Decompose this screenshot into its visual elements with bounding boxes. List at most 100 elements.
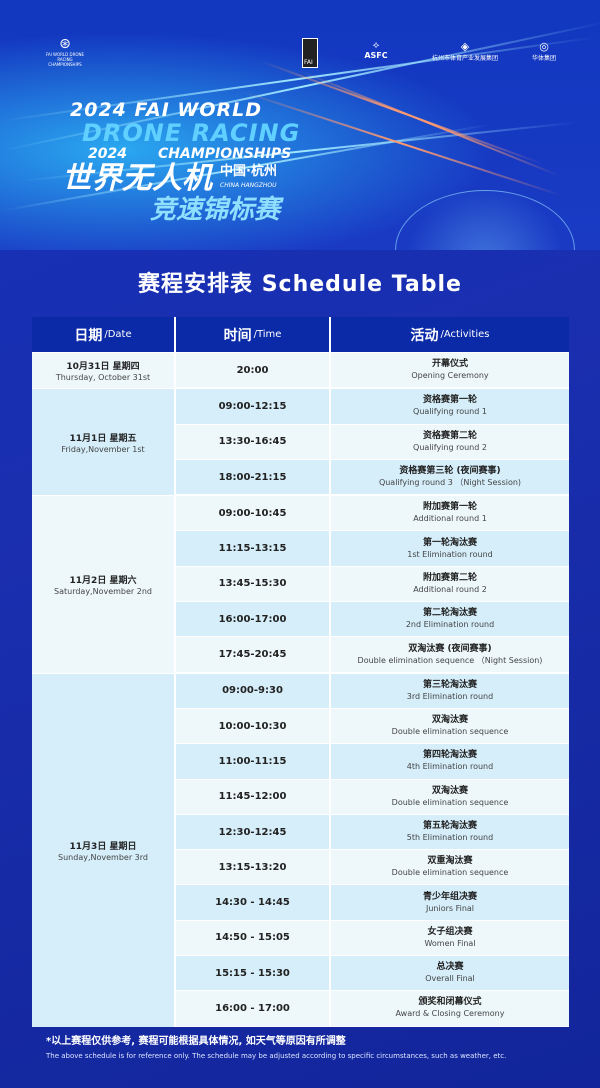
table-row: 11:45-12:00 双淘汰赛 Double elimination sequen… — [176, 779, 569, 815]
activity-cell: 双淘汰赛 Double elimination sequence — [331, 708, 569, 744]
activity-en: Award & Closing Ceremony — [395, 1009, 505, 1019]
date-cell: 11月1日 星期五 Friday,November 1st — [32, 389, 176, 496]
date-cell: 11月2日 星期六 Saturday,November 2nd — [32, 496, 176, 673]
rows: 09:00-10:45 附加赛第一轮 Additional round 1 11:15… — [176, 496, 569, 673]
time-cell: 17:45-20:45 — [176, 637, 331, 672]
table-row: 10:00-10:30 双淘汰赛 Double elimination sequen… — [176, 708, 569, 745]
date-en: Friday,November 1st — [61, 444, 145, 454]
date-en: Saturday,November 2nd — [54, 586, 152, 596]
activity-en: 4th Elimination round — [406, 762, 494, 772]
activity-cell: 青少年组决赛 Juniors Final — [331, 885, 569, 920]
activity-zh: 开幕仪式 — [431, 359, 468, 370]
time-cell: 14:30 - 14:45 — [176, 885, 331, 920]
time-cell: 16:00 - 17:00 — [176, 991, 331, 1026]
activity-cell: 第五轮淘汰赛 5th Elimination round — [331, 814, 569, 850]
table-row: 09:00-12:15 资格赛第一轮 Qualifying round 1 — [176, 389, 569, 425]
table-row: 20:00 开幕仪式 Opening Ceremony — [176, 353, 569, 389]
activity-zh: 第三轮淘汰赛 — [422, 679, 477, 690]
activity-cell: 颁奖和闭幕仪式 Award & Closing Ceremony — [331, 991, 569, 1026]
time-cell: 11:45-12:00 — [176, 779, 331, 814]
header-en: /Date — [104, 329, 132, 340]
activity-cell: 第三轮淘汰赛 3rd Elimination round — [331, 673, 569, 708]
activity-en: Qualifying round 2 — [413, 442, 487, 452]
time-cell: 11:00-11:15 — [176, 744, 331, 779]
rows: 09:00-9:30 第三轮淘汰赛 3rd Elimination round 10:… — [176, 673, 569, 1027]
activity-cell: 附加赛第二轮 Additional round 2 — [331, 566, 569, 602]
date-en: Sunday,November 3rd — [58, 852, 148, 862]
activity-zh: 资格赛第二轮 — [422, 430, 477, 441]
activity-cell: 附加赛第一轮 Additional round 1 — [331, 496, 569, 531]
table-row: 15:15 - 15:30 总决赛 Overall Final — [176, 956, 569, 992]
activity-en: Double elimination sequence — [391, 868, 509, 878]
header-en: /Time — [253, 329, 282, 340]
activity-zh: 附加赛第一轮 — [422, 502, 477, 513]
date-group: 10月31日 星期四 Thursday, October 31st 20:00 开幕仪… — [32, 352, 569, 389]
activity-zh: 第一轮淘汰赛 — [422, 537, 477, 548]
activity-zh: 双淘汰赛 — [431, 715, 468, 726]
date-en: Thursday, October 31st — [55, 373, 151, 383]
sponsor-logos: ⊛ FAI WORLD DRONE RACING CHAMPIONSHIPS FA… — [0, 36, 600, 78]
time-cell: 14:50 - 15:05 — [176, 920, 331, 956]
footnote-en: The above schedule is for reference only… — [46, 1052, 507, 1060]
activity-en: Qualifying round 1 — [413, 407, 487, 417]
footnote-zh: *以上赛程仅供参考, 赛程可能根据具体情况, 如天气等原因有所调整 — [46, 1036, 346, 1047]
table-row: 12:30-12:45 第五轮淘汰赛 5th Elimination round — [176, 814, 569, 851]
time-cell: 12:30-12:45 — [176, 814, 331, 850]
activity-cell: 第四轮淘汰赛 4th Elimination round — [331, 744, 569, 779]
activity-zh: 女子组决赛 — [427, 926, 473, 937]
activity-en: 5th Elimination round — [406, 833, 494, 842]
activity-zh: 青少年组决赛 — [422, 891, 477, 902]
time-cell: 15:15 - 15:30 — [176, 956, 331, 991]
activity-cell: 资格赛第一轮 Qualifying round 1 — [331, 389, 569, 424]
time-cell: 09:00-10:45 — [176, 496, 331, 531]
header-en: /Activities — [440, 329, 490, 340]
activity-en: Overall Final — [425, 974, 475, 984]
globe-graphic — [395, 190, 575, 250]
time-cell: 13:15-13:20 — [176, 850, 331, 885]
event-title-line1: 2024 FAI WORLD — [70, 99, 263, 121]
date-group: 11月2日 星期六 Saturday,November 2nd 09:00-10:4… — [32, 495, 569, 673]
en-city: CHINA HANGZHOU — [220, 182, 277, 189]
time-cell: 18:00-21:15 — [176, 459, 331, 495]
logo-text: FAI WORLD DRONE RACING CHAMPIONSHIPS — [45, 52, 85, 67]
date-group: 11月3日 星期日 Sunday,November 3rd 09:00-9:30 第三… — [32, 672, 569, 1027]
column-header-time: 时间/Time — [176, 317, 331, 352]
date-zh: 11月2日 星期六 — [69, 575, 137, 586]
table-row: 18:00-21:15 资格赛第三轮 (夜间赛事) Qualifying round… — [176, 459, 569, 496]
rows: 09:00-12:15 资格赛第一轮 Qualifying round 1 13:30… — [176, 389, 569, 496]
cn-city: 中国·杭州 — [220, 164, 277, 179]
activity-en: Double elimination sequence （Night Sessi… — [357, 655, 543, 665]
table-row: 13:15-13:20 双重淘汰赛 Double elimination seque… — [176, 850, 569, 886]
fai-logo: FAI — [302, 38, 318, 68]
schedule-table: 日期/Date 时间/Time 活动/Activities 10月31日 星期四… — [32, 317, 569, 1027]
time-cell: 11:15-13:15 — [176, 531, 331, 566]
activity-zh: 双重淘汰赛 — [427, 856, 473, 867]
activity-en: Juniors Final — [425, 903, 475, 913]
table-row: 16:00 - 17:00 颁奖和闭幕仪式 Award & Closing Cere… — [176, 991, 569, 1027]
header-zh: 日期 — [74, 327, 103, 344]
time-cell: 16:00-17:00 — [176, 602, 331, 637]
activity-zh: 资格赛第一轮 — [422, 395, 477, 406]
huati-logo: ◎ 华体集团 — [531, 40, 556, 62]
logo-text: ASFC — [364, 51, 388, 60]
table-header: 日期/Date 时间/Time 活动/Activities — [32, 317, 569, 352]
table-row: 11:00-11:15 第四轮淘汰赛 4th Elimination round — [176, 744, 569, 780]
activity-zh: 第五轮淘汰赛 — [422, 821, 477, 831]
asfc-logo: ⟡ ASFC — [364, 40, 388, 60]
logo-text: FAI — [304, 59, 313, 66]
table-row: 11:15-13:15 第一轮淘汰赛 1st Elimination round — [176, 531, 569, 567]
date-group: 11月1日 星期五 Friday,November 1st 09:00-12:15 资… — [32, 388, 569, 496]
activity-zh: 第四轮淘汰赛 — [422, 750, 477, 761]
table-row: 14:30 - 14:45 青少年组决赛 Juniors Final — [176, 885, 569, 921]
activity-en: 2nd Elimination round — [405, 620, 495, 630]
hero-banner: ⊛ FAI WORLD DRONE RACING CHAMPIONSHIPS FA… — [0, 0, 600, 250]
activity-cell: 资格赛第二轮 Qualifying round 2 — [331, 424, 569, 459]
table-row: 13:30-16:45 资格赛第二轮 Qualifying round 2 — [176, 424, 569, 460]
table-row: 14:50 - 15:05 女子组决赛 Women Final — [176, 920, 569, 957]
activity-cell: 资格赛第三轮 (夜间赛事) Qualifying round 3 （Night S… — [331, 459, 569, 495]
time-cell: 13:45-15:30 — [176, 566, 331, 602]
table-row: 17:45-20:45 双淘汰赛 (夜间赛事) Double elimination… — [176, 637, 569, 673]
rows: 20:00 开幕仪式 Opening Ceremony — [176, 353, 569, 389]
time-cell: 09:00-12:15 — [176, 389, 331, 424]
activity-en: Qualifying round 3 （Night Session) — [378, 478, 522, 488]
